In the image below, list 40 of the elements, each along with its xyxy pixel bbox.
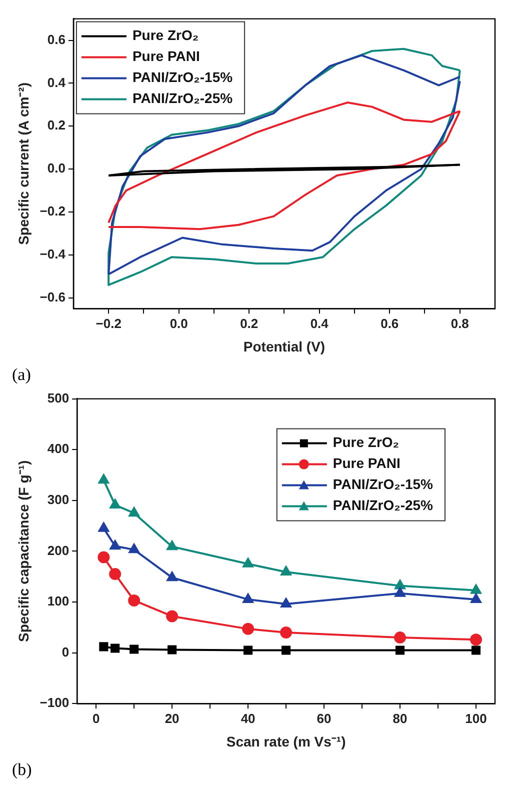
y-tick-label: −0.6 bbox=[40, 289, 66, 304]
y-tick-label: −100 bbox=[40, 695, 70, 710]
y-axis-title: Specific current (A cm⁻²) bbox=[15, 82, 32, 245]
legend-label: PANI/ZrO₂-25% bbox=[332, 497, 434, 514]
legend-label: Pure PANI bbox=[132, 48, 200, 64]
y-tick-label: 0.0 bbox=[47, 160, 66, 176]
legend-label: PANI/ZrO₂-15% bbox=[332, 476, 434, 492]
x-tick-label: 100 bbox=[465, 710, 487, 726]
y-axis-title: Specific capacitance (F g⁻¹) bbox=[15, 460, 32, 642]
y-tick-label: 400 bbox=[47, 441, 70, 456]
y-tick-label: 0.2 bbox=[47, 118, 66, 133]
x-tick-label: 0.4 bbox=[310, 316, 330, 331]
text: (b) bbox=[12, 760, 32, 779]
legend-label: Pure ZrO₂ bbox=[332, 434, 400, 450]
x-axis-title: Scan rate (m Vs⁻¹) bbox=[226, 733, 346, 750]
y-tick-label: −0.4 bbox=[40, 246, 66, 262]
x-tick-label: 0.0 bbox=[170, 316, 188, 331]
y-tick-label: −0.2 bbox=[40, 204, 66, 219]
x-tick-label: 0.8 bbox=[450, 316, 469, 331]
y-tick-label: 0.4 bbox=[47, 74, 66, 90]
text: (a) bbox=[12, 364, 31, 384]
x-axis-title: Potential (V) bbox=[243, 338, 326, 354]
y-tick-label: 200 bbox=[47, 542, 70, 558]
x-tick-label: 20 bbox=[164, 710, 180, 726]
x-tick-label: 0.2 bbox=[240, 316, 258, 331]
y-tick-label: 500 bbox=[47, 390, 70, 406]
y-tick-label: 0 bbox=[62, 644, 70, 660]
y-tick-label: 100 bbox=[47, 594, 70, 609]
legend-label: Pure PANI bbox=[332, 455, 400, 472]
x-tick-label: 0.6 bbox=[380, 316, 399, 331]
x-tick-label: 60 bbox=[316, 710, 332, 726]
x-tick-label: 80 bbox=[392, 710, 408, 726]
y-tick-label: 300 bbox=[47, 492, 70, 507]
legend-label: PANI/ZrO₂-15% bbox=[132, 69, 234, 86]
legend-label: Pure ZrO₂ bbox=[132, 27, 199, 44]
y-tick-label: 0.6 bbox=[47, 32, 66, 47]
x-tick-label: −0.2 bbox=[96, 316, 122, 331]
x-tick-label: 0 bbox=[92, 710, 100, 726]
x-tick-label: 40 bbox=[240, 710, 256, 726]
legend-label: PANI/ZrO₂-25% bbox=[132, 90, 234, 106]
